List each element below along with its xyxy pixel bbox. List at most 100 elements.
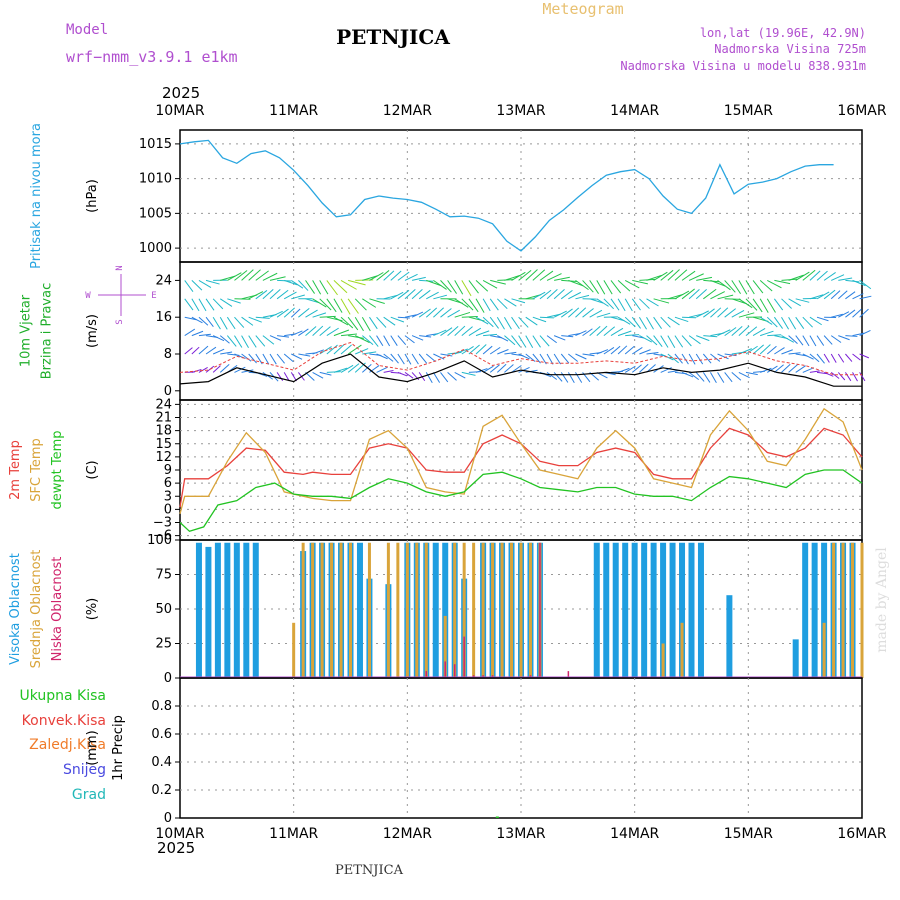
wind-arrow <box>432 372 441 383</box>
wind-arrow <box>248 269 261 281</box>
wind-arrow <box>553 353 561 365</box>
wind-arrow <box>511 365 522 373</box>
wind-arrow <box>383 353 394 362</box>
wind-arrow <box>695 353 704 365</box>
cloud-bar <box>356 542 363 678</box>
wind-arrow <box>582 280 594 293</box>
cloud-bar <box>195 542 202 678</box>
wind-arrow <box>340 279 357 290</box>
wind-arrow <box>838 311 850 318</box>
cloud-bar <box>311 542 315 678</box>
compass-w: W <box>85 291 91 301</box>
wind-arrow <box>582 328 593 337</box>
wind-arrow <box>674 269 688 281</box>
y-tick-label: 0.6 <box>151 727 172 742</box>
wind-arrow <box>496 298 508 310</box>
cloud-bar <box>339 542 343 678</box>
cloud-bar <box>205 546 212 678</box>
wind-arrow <box>461 326 473 336</box>
cloud-bar <box>822 622 826 678</box>
cloud-bar <box>679 542 686 678</box>
wind-arrow <box>631 364 642 373</box>
wind-arrow <box>291 330 303 337</box>
watermark: made by Angel <box>874 547 890 653</box>
wind-arrow <box>631 316 641 329</box>
time-tick-bottom-label: 15MAR <box>724 826 773 842</box>
precip-legend-hail: Grad <box>72 787 106 803</box>
wind-arrow <box>504 364 514 373</box>
wind-arrow <box>241 353 252 362</box>
wind-arrow <box>241 269 254 281</box>
time-tick-bottom-label: 10MAR <box>155 826 204 842</box>
wind-arrow <box>497 335 509 342</box>
wind-arrow <box>298 308 310 318</box>
wind-arrow <box>269 310 283 318</box>
wind-arrow <box>255 270 269 281</box>
wind-arrow <box>745 298 758 311</box>
wind-arrow <box>461 316 478 318</box>
wind-arrow <box>639 363 649 373</box>
wind-arrow <box>383 270 395 281</box>
wind-arrow <box>440 372 449 383</box>
cloud-bar <box>252 542 259 678</box>
wind-arrow <box>596 349 609 355</box>
wind-arrow <box>653 271 668 281</box>
wind-arrow <box>290 372 297 382</box>
wind-arrow <box>369 335 379 347</box>
wind-arrow <box>248 316 262 323</box>
wind-arrow <box>319 280 329 295</box>
wind-arrow <box>340 298 351 315</box>
wind-arrow <box>312 325 324 336</box>
model-elevation-label: Nadmorska Visina u modelu 838.931m <box>620 59 866 73</box>
cloud-bar <box>214 542 221 678</box>
wind-arrow <box>774 347 785 355</box>
wind-arrow <box>411 288 423 300</box>
wind-arrow <box>312 371 324 379</box>
y-tick-label: 12 <box>155 450 172 465</box>
wind-arrow <box>376 335 384 347</box>
wind-arrow <box>546 273 562 281</box>
wind-arrow <box>802 269 816 281</box>
wind-arrow <box>603 347 615 355</box>
wind-arrow <box>383 369 394 373</box>
y-tick-label: 1015 <box>139 137 172 152</box>
wind-arrow <box>830 372 840 379</box>
wind-arrow <box>276 353 285 364</box>
wind-arrow <box>567 372 575 384</box>
elevation-label: Nadmorska Visina 725m <box>714 42 866 56</box>
wind-arrow <box>276 372 284 381</box>
wind-arrow <box>674 335 684 348</box>
wind-arrow <box>191 330 204 337</box>
wind-arrow <box>752 298 763 313</box>
wind-arrow <box>689 313 703 318</box>
wind-arrow <box>852 308 862 318</box>
wind-arrow <box>845 335 858 337</box>
wind-arrow <box>425 372 433 384</box>
wind-arrow <box>284 279 298 286</box>
wind-arrow <box>312 349 325 355</box>
wind-arrow <box>760 330 774 337</box>
wind-arrow <box>184 298 194 311</box>
wind-arrow <box>205 298 215 311</box>
wind-arrow <box>639 335 653 343</box>
wind-arrow <box>482 279 498 289</box>
wind-arrow <box>191 280 203 291</box>
wind-arrow <box>795 298 810 303</box>
wind-arrow <box>589 309 603 318</box>
wind-arrow <box>497 349 509 355</box>
cloud-bar <box>233 542 240 678</box>
wind-arrow <box>774 279 791 285</box>
cloud-bar <box>444 661 446 678</box>
wind-arrow <box>845 279 860 283</box>
wind-arrow <box>852 293 864 300</box>
wind-arrow <box>688 288 700 300</box>
wind-arrow <box>646 298 659 307</box>
y-tick-label: 8 <box>164 347 172 362</box>
wind-arrow <box>781 363 791 373</box>
y-tick-label: 24 <box>155 273 172 288</box>
y-unit-label: (C) <box>85 460 100 479</box>
y-tick-label: 15 <box>155 437 172 452</box>
wind-arrow <box>333 298 343 313</box>
y-tick-label: 1005 <box>139 206 172 221</box>
time-tick-top-label: 10MAR <box>155 103 204 119</box>
